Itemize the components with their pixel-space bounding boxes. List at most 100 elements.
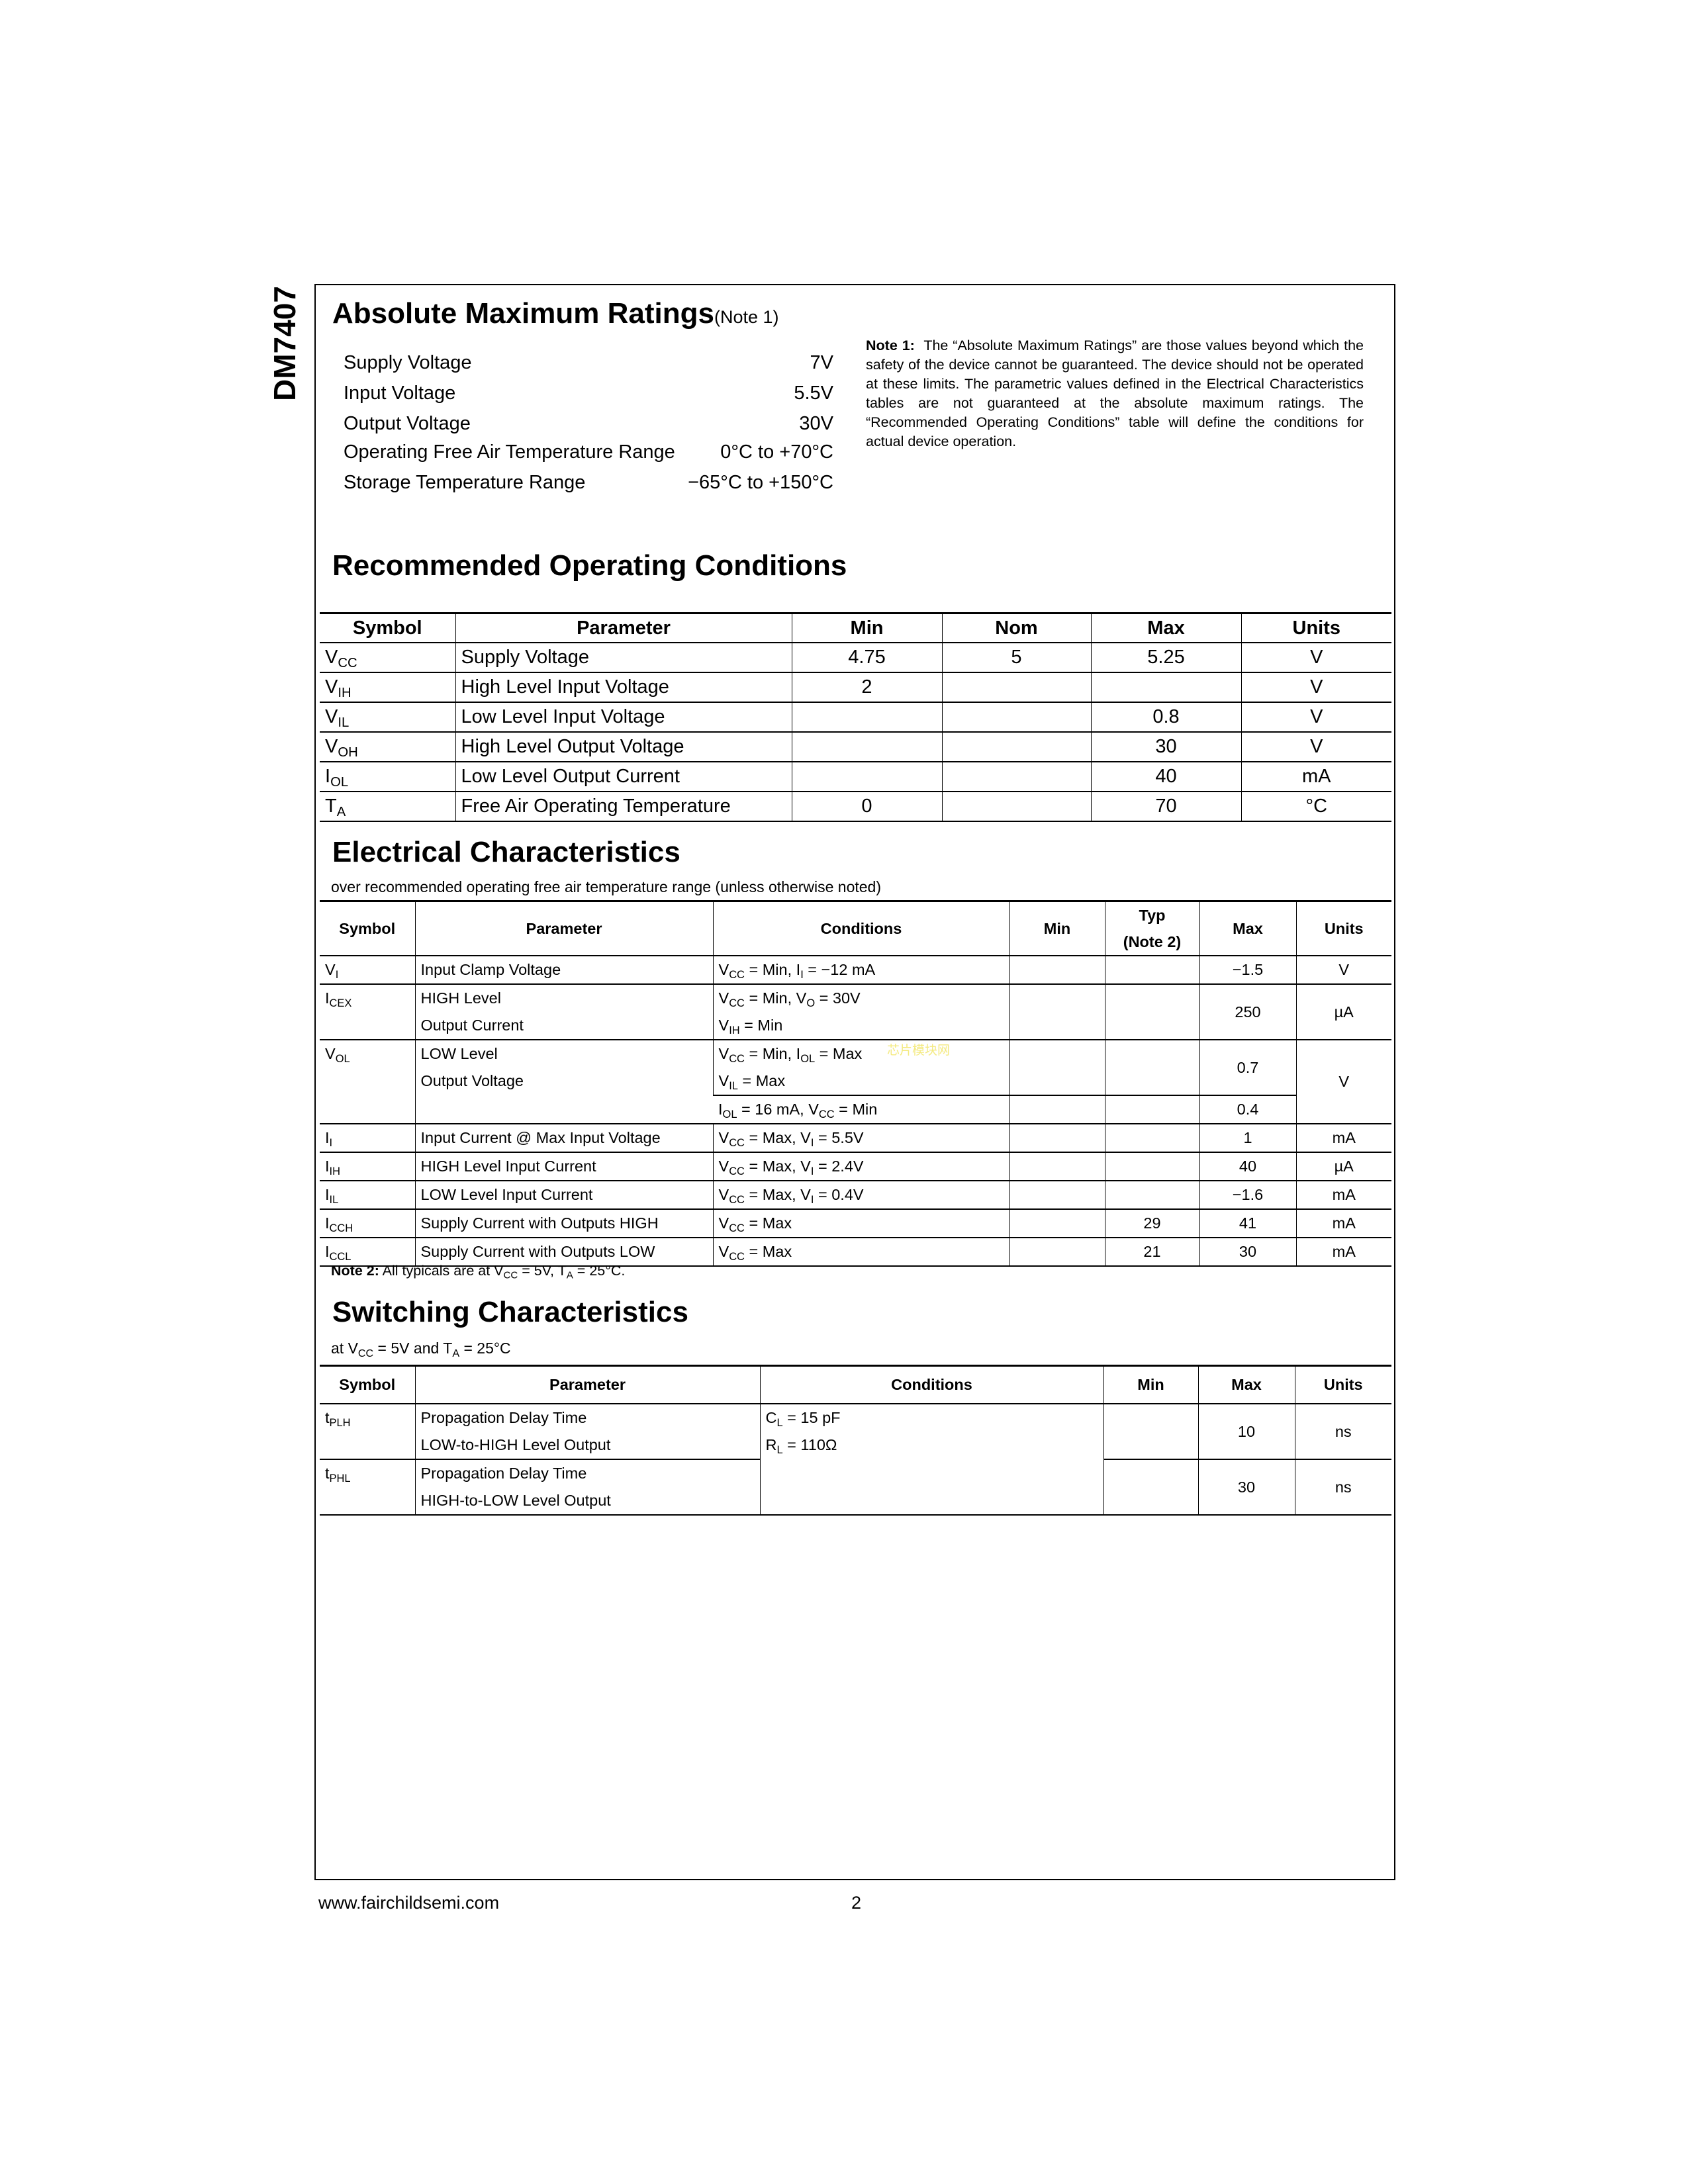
- units-cell: mA: [1241, 762, 1391, 792]
- nom-cell: [941, 672, 1091, 703]
- min-cell: 4.75: [791, 643, 942, 673]
- conditions-cell: IOL = 16 mA, VCC = Min: [713, 1095, 1009, 1124]
- col-header: Max: [1199, 900, 1296, 956]
- parameter-cell: HIGH Level Output Current: [414, 984, 713, 1040]
- table-row: tPLH Propagation Delay Time LOW-to-HIGH L…: [320, 1404, 1391, 1516]
- note-1-text: The “Absolute Maximum Ratings” are those…: [866, 338, 1364, 449]
- units-cell: µA: [1295, 1152, 1391, 1181]
- typ-cell: [1104, 1181, 1199, 1210]
- subscript: L: [776, 1443, 783, 1456]
- subscript: A: [336, 805, 346, 820]
- units-cell: mA: [1295, 1209, 1391, 1238]
- nom-cell: [941, 702, 1091, 733]
- condition-line: VCC = Min, VO = 30V: [718, 989, 861, 1009]
- min-cell: [791, 702, 942, 733]
- max-cell: 40: [1090, 762, 1241, 792]
- symbol-cell: II: [320, 1124, 415, 1153]
- roc-table: Symbol Parameter Min Nom Max Units VCC Supply …: [320, 612, 1391, 822]
- parameter-cell: HIGH Level Input Current: [414, 1152, 713, 1181]
- conditions-cell: VCC = Min, IOL = Max VIL = Max: [712, 1040, 1009, 1096]
- parameter-cell: Low Level Input Voltage: [455, 702, 792, 733]
- table-row: ICCH Supply Current with Outputs HIGH VCC …: [320, 1209, 1391, 1238]
- subscript: CCH: [329, 1222, 353, 1234]
- subscript: I: [810, 1193, 814, 1206]
- amr-value: 0°C to +70°C: [720, 441, 833, 463]
- conditions-cell: VCC = Min, VO = 30V VIH = Min: [712, 984, 1009, 1040]
- subscript: OH: [338, 745, 358, 760]
- subscript: CC: [729, 968, 745, 981]
- units-cell: ns: [1294, 1404, 1391, 1460]
- table-row: VIH High Level Input Voltage 2 V: [320, 672, 1391, 703]
- max-cell: 40: [1199, 1152, 1296, 1181]
- col-header: Min: [1103, 1365, 1198, 1404]
- parameter-cell: LOW Level Input Current: [414, 1181, 713, 1210]
- symbol-cell: VIL: [320, 702, 455, 733]
- max-cell: 0.8: [1090, 702, 1241, 733]
- col-header: Nom: [941, 612, 1091, 643]
- amr-value: 5.5V: [794, 382, 833, 404]
- watermark: 芯片模块网: [887, 1044, 951, 1058]
- subscript: OL: [330, 775, 349, 790]
- parameter-cell: Free Air Operating Temperature: [455, 792, 792, 822]
- subscript: IH: [329, 1165, 340, 1177]
- parameter-cell: Propagation Delay Time LOW-to-HIGH Level …: [414, 1404, 760, 1460]
- col-header: Symbol: [320, 612, 455, 643]
- subscript: I: [810, 1136, 814, 1149]
- condition-line: RL = 110Ω: [765, 1436, 837, 1456]
- col-header: Max: [1197, 1365, 1295, 1404]
- max-cell: 70: [1090, 792, 1241, 822]
- col-header: Symbol: [320, 900, 415, 956]
- min-cell: 2: [791, 672, 942, 703]
- conditions-cell: VCC = Max, VI = 0.4V: [712, 1181, 1009, 1210]
- subscript: CC: [729, 1222, 745, 1234]
- subscript: CC: [357, 1347, 374, 1359]
- condition-line: VIL = Max: [718, 1072, 786, 1092]
- col-header: Units: [1294, 1365, 1391, 1404]
- max-cell: 41: [1199, 1209, 1296, 1238]
- subscript: IL: [338, 715, 350, 731]
- subscript: CCL: [329, 1250, 352, 1263]
- nom-cell: [941, 762, 1091, 792]
- table-row: VCC Supply Voltage 4.75 5 5.25 V: [320, 643, 1391, 673]
- min-cell: [791, 732, 942, 762]
- min-cell: [1103, 1404, 1198, 1460]
- units-cell: µA: [1295, 984, 1391, 1040]
- col-header: Max: [1090, 612, 1241, 643]
- note-ref: (Note 1): [714, 307, 779, 327]
- min-cell: [1009, 1238, 1105, 1267]
- symbol-cell: IIH: [320, 1152, 415, 1181]
- units-cell: V: [1295, 956, 1391, 985]
- min-cell: [1009, 1095, 1105, 1124]
- condition-line: VIH = Min: [718, 1017, 783, 1036]
- amr-row: Operating Free Air Temperature Range 0°C …: [344, 437, 833, 467]
- table-header: Symbol Parameter Conditions Min Typ (Note…: [320, 900, 1391, 956]
- parameter-cell: Input Current @ Max Input Voltage: [414, 1124, 713, 1153]
- col-header: Min: [791, 612, 942, 643]
- subscript: CC: [729, 1250, 745, 1263]
- subscript: CC: [729, 1052, 745, 1065]
- col-header: Conditions: [712, 900, 1009, 956]
- symbol-cell: tPLH: [320, 1404, 415, 1460]
- footer-url[interactable]: www.fairchildsemi.com: [318, 1893, 500, 1913]
- sc-table: Symbol Parameter Conditions Min Max Units tPL…: [320, 1365, 1391, 1516]
- parameter-line: Propagation Delay Time: [420, 1409, 587, 1426]
- subscript: CC: [818, 1108, 835, 1120]
- parameter-cell: Propagation Delay Time HIGH-to-LOW Level …: [414, 1459, 760, 1516]
- conditions-cell: VCC = Max: [712, 1209, 1009, 1238]
- parameter-line: LOW Level: [420, 1045, 498, 1062]
- note-1: Note 1: The “Absolute Maximum Ratings” a…: [866, 336, 1364, 451]
- max-cell: 10: [1197, 1404, 1295, 1460]
- subscript: CC: [729, 1165, 745, 1177]
- subscript: I: [800, 968, 804, 981]
- col-header: Typ (Note 2): [1104, 900, 1199, 956]
- amr-label: Operating Free Air Temperature Range: [344, 441, 675, 463]
- condition-line: CL = 15 pF: [765, 1409, 841, 1429]
- min-cell: [1009, 1181, 1105, 1210]
- subscript: IL: [729, 1079, 738, 1092]
- sc-subtitle: at VCC = 5V and TA = 25°C: [331, 1340, 511, 1359]
- amr-label: Input Voltage: [344, 382, 456, 404]
- amr-row: Input Voltage 5.5V: [344, 379, 833, 408]
- max-cell: 0.7: [1199, 1040, 1296, 1096]
- subscript: L: [776, 1416, 783, 1429]
- amr-title: Absolute Maximum Ratings(Note 1): [332, 297, 779, 330]
